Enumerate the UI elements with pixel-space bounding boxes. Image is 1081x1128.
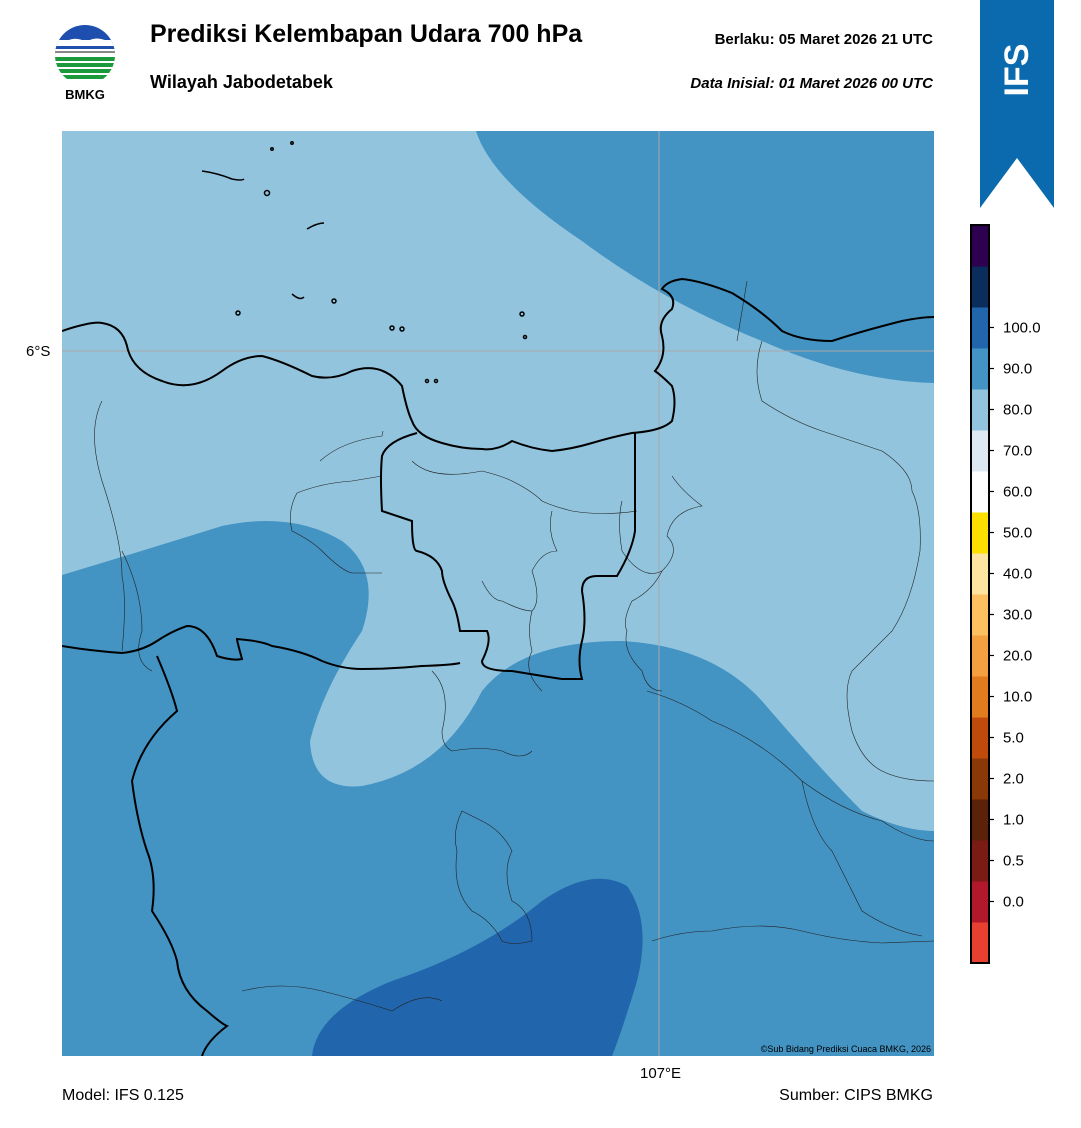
map-subtitle: Wilayah Jabodetabek (150, 72, 333, 92)
province-boundaries (62, 277, 934, 1056)
colorbar-tick-label: 100.0 (1003, 320, 1041, 337)
humidity-band-70-80-northeast (476, 131, 934, 383)
colorbar-swatch (971, 512, 989, 554)
colorbar-swatch (971, 717, 989, 759)
colorbar-svg: 0.0 0.5 1.0 2.0 5.0 10.0 20.0 30.0 40.0 50.0 60.0 7… (970, 224, 1041, 964)
humidity-map (62, 131, 934, 1056)
colorbar-swatch (971, 922, 989, 964)
humidity-band-70-80-south (62, 521, 934, 1056)
colorbar-tick-label: 90.0 (1003, 361, 1032, 378)
colorbar-swatch (971, 430, 989, 472)
humidity-band-80-90 (312, 878, 643, 1056)
ribbon-shape (980, 0, 1054, 208)
colorbar-tick-label: 5.0 (1003, 730, 1024, 747)
bmkg-logo: BMKG (52, 20, 118, 102)
colorbar-frame (970, 224, 990, 964)
colorbar-tick-label: 2.0 (1003, 771, 1024, 788)
colorbar-swatch (971, 799, 989, 841)
thousand-islands (201, 141, 528, 384)
colorbar-tick-label: 40.0 (1003, 566, 1032, 583)
logo-text: BMKG (65, 87, 105, 102)
map-credit: ©Sub Bidang Prediksi Cuaca BMKG, 2026 (760, 1044, 931, 1054)
longitude-label: 107°E (640, 1065, 682, 1082)
colorbar-tick-label: 60.0 (1003, 484, 1032, 501)
colorbar-swatch (971, 676, 989, 718)
bmkg-logo-icon: BMKG (55, 25, 115, 102)
colorbar-swatch (971, 758, 989, 800)
district-boundaries (94, 280, 934, 1012)
colorbar-swatch (971, 348, 989, 390)
colorbar: 0.0 0.5 1.0 2.0 5.0 10.0 20.0 30.0 40.0 50.0 60.0 7… (966, 220, 1066, 970)
colorbar-swatch (971, 840, 989, 882)
colorbar-tick-label: 20.0 (1003, 648, 1032, 665)
source-label: Sumber: CIPS BMKG (779, 1087, 933, 1104)
latitude-label: 6°S (26, 343, 51, 360)
valid-time: Berlaku: 05 Maret 2026 21 UTC (714, 31, 933, 48)
initial-time: Data Inisial: 01 Maret 2026 00 UTC (690, 75, 933, 92)
colorbar-tick-label: 50.0 (1003, 525, 1032, 542)
colorbar-tick-label: 0.0 (1003, 894, 1024, 911)
colorbar-tick-label: 1.0 (1003, 812, 1024, 829)
colorbar-swatch (971, 594, 989, 636)
model-label: Model: IFS 0.125 (62, 1087, 184, 1104)
colorbar-tick-label: 10.0 (1003, 689, 1032, 706)
colorbar-tick-label: 70.0 (1003, 443, 1032, 460)
colorbar-tick-label: 80.0 (1003, 402, 1032, 419)
colorbar-swatch (971, 225, 989, 267)
map-title: Prediksi Kelembapan Udara 700 hPa (150, 20, 583, 48)
colorbar-swatch (971, 307, 989, 349)
model-ribbon: IFS (980, 0, 1054, 208)
colorbar-swatch (971, 553, 989, 595)
colorbar-swatch (971, 266, 989, 308)
colorbar-swatch (971, 881, 989, 923)
colorbar-tick-label: 0.5 (1003, 853, 1024, 870)
ribbon-label: IFS (998, 44, 1036, 97)
colorbar-swatch (971, 389, 989, 431)
colorbar-swatch (971, 635, 989, 677)
colorbar-swatch (971, 471, 989, 513)
colorbar-tick-label: 30.0 (1003, 607, 1032, 624)
